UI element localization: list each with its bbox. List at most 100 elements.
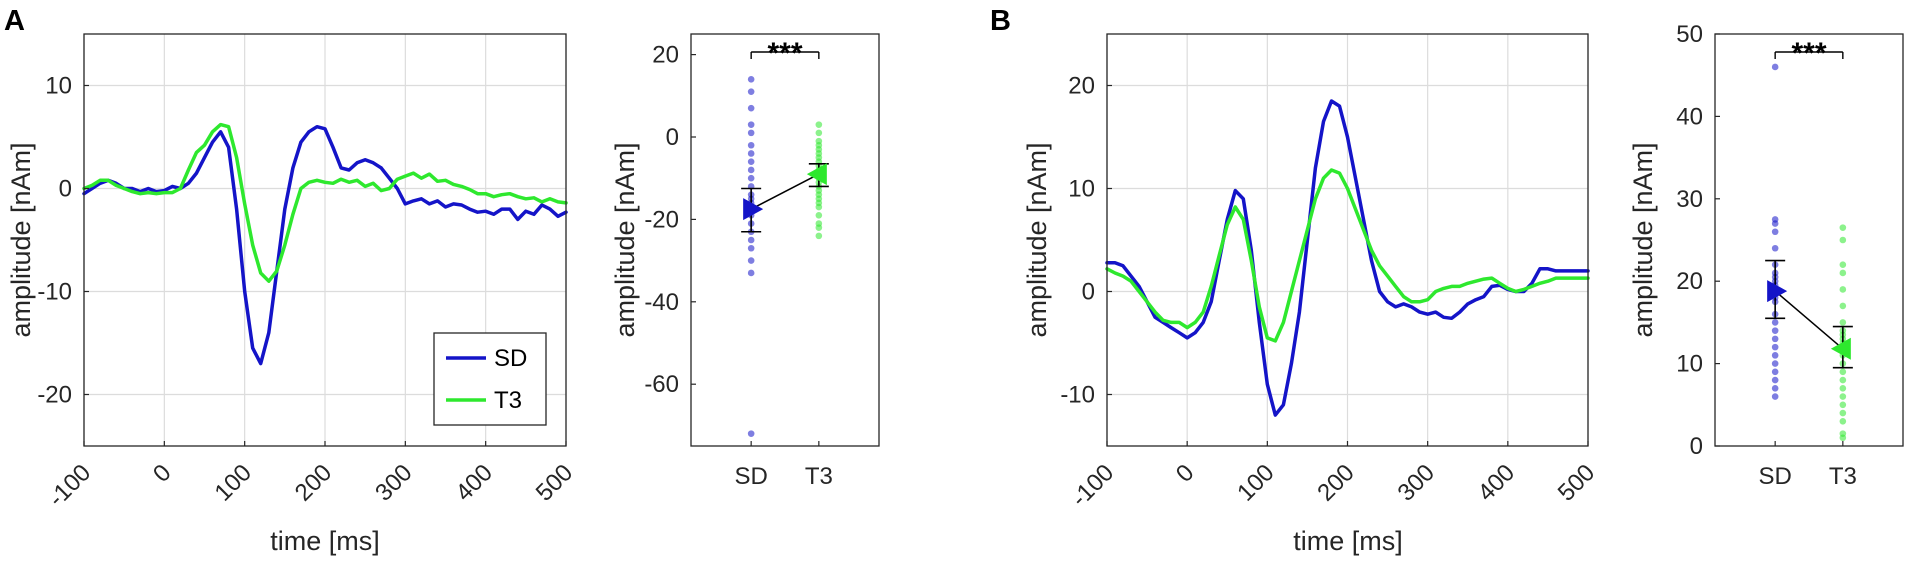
panel-a-summary-ticks: -60 -40 -20 0 20 SD T3 [644, 42, 833, 490]
panel-b-xtick-label: 500 [1553, 459, 1600, 506]
panel-b-summary-point-sd [1771, 327, 1779, 334]
panel-a-summary-xtick-label: T3 [805, 463, 833, 490]
panel-b-summary-point-sd [1771, 376, 1779, 384]
panel-b-summary-point-t3 [1839, 368, 1847, 376]
panel-a-summary-point-t3 [815, 121, 823, 128]
panel-a-summary-point-sd [747, 269, 755, 277]
panel-b-summary-significance-label: *** [1791, 37, 1826, 70]
panel-a-summary-ytick-label: 20 [652, 42, 679, 69]
panel-a-summary-mean-connector [750, 173, 820, 210]
panel-a-summary-point-sd [747, 166, 755, 174]
panel-b-summary-point-sd [1771, 393, 1779, 400]
panel-b-summary-mean-t3-marker [1830, 337, 1851, 360]
panel-b-ytick-label: 20 [1068, 73, 1095, 100]
panel-b-y-label: amplitude [nAm] [1022, 142, 1052, 337]
panel-b-xtick-label: 100 [1232, 459, 1279, 506]
panel-b-summary-point-t3 [1839, 376, 1847, 384]
panel-a-xtick-label: 0 [148, 459, 177, 488]
panel-a-summary-frame [690, 33, 880, 447]
panel-b-summary-ytick-label: 40 [1676, 103, 1703, 130]
panel-a-summary-ytick-label: -40 [644, 289, 679, 316]
panel-a-series [82, 122, 568, 366]
panel-a-ytick-label: 0 [59, 176, 72, 203]
panel-a-legend: SD T3 [433, 332, 547, 426]
panel-b-summary-points: *** [1765, 37, 1853, 442]
panel-a-summary-point-sd [747, 150, 755, 157]
panel-a-summary-point-sd [747, 141, 755, 149]
panel-b-summary-frame [1714, 33, 1904, 447]
panel-a-ytick-label: -20 [37, 382, 72, 409]
panel-b-summary-point-t3 [1839, 269, 1847, 277]
panel-b-xtick-label: -100 [1066, 459, 1119, 512]
panel-a-xtick-label: 100 [210, 459, 257, 506]
panel-b-summary-point-sd [1771, 335, 1779, 343]
panel-a-xtick-label: 300 [370, 459, 417, 506]
panel-b-grid [1106, 34, 1589, 446]
panel-b-xtick-label: 400 [1473, 459, 1520, 506]
panel-a-summary-point-sd [747, 129, 755, 137]
panel-b-summary-ytick-label: 50 [1676, 21, 1703, 48]
panel-b-summary-point-sd [1771, 63, 1779, 71]
panel-a-summary-point-t3 [815, 232, 823, 240]
panel-a-summary-point-sd [747, 88, 755, 95]
panel-b-summary-point-t3 [1839, 393, 1847, 400]
panel-a-summary-point-t3 [815, 211, 823, 219]
panel-a-x-label: time [ms] [270, 526, 380, 556]
panel-a-summary-point-sd [747, 76, 755, 83]
panel-b-summary-point-sd [1771, 319, 1779, 326]
panel-a-summary-point-sd [747, 236, 755, 244]
panel-b-summary-point-t3 [1839, 417, 1847, 425]
panel-a-summary-points: *** [741, 37, 829, 437]
panel-b-summary-mean-sd-marker [1767, 280, 1788, 303]
panel-b-ytick-label: -10 [1060, 382, 1095, 409]
panel-a-summary-ytick-label: -60 [644, 371, 679, 398]
panel-a-summary-ytick-label: 0 [666, 124, 679, 151]
panel-b-summary-point-sd [1771, 220, 1779, 227]
panel-b-summary-point-sd [1771, 385, 1779, 392]
panel-b-summary-point-t3 [1839, 236, 1847, 244]
panel-a-summary-point-sd [747, 121, 755, 128]
panel-a-summary-point-sd [747, 174, 755, 182]
panel-b-summary-point-sd [1771, 352, 1779, 359]
panel-b-summary-ytick-label: 0 [1690, 433, 1703, 460]
panel-a-summary-point-t3 [815, 129, 823, 137]
panel-b-series [1105, 99, 1590, 417]
panel-b-summary-point-t3 [1839, 302, 1847, 310]
panel-b-series-t3 [1105, 168, 1590, 343]
panel-a-xtick-label: -100 [43, 459, 96, 512]
panel-a-ytick-label: 10 [45, 73, 72, 100]
panel-a-y-label: amplitude [nAm] [6, 142, 36, 337]
panel-b-summary-mean-connector [1774, 290, 1844, 350]
panel-b-summary-point-t3 [1839, 409, 1847, 417]
panel-a-summary-ytick-label: -20 [644, 206, 679, 233]
panel-b-summary-y-label: amplitude [nAm] [1628, 142, 1658, 337]
panel-b-label: B [990, 5, 1011, 37]
panel-a-summary-point-t3 [815, 224, 823, 231]
panel-a-xtick-label: 400 [451, 459, 498, 506]
panel-a-summary-significance-label: *** [767, 37, 802, 70]
panel-b-summary-point-sd [1771, 244, 1779, 252]
panel-b-xtick-label: 0 [1171, 459, 1200, 488]
panel-a-summary-xtick-label: SD [734, 463, 767, 490]
panel-a-summary-point-sd [747, 158, 755, 166]
panel-a-summary-point-t3 [815, 203, 823, 211]
panel-b-summary-point-t3 [1839, 319, 1847, 326]
panel-b-summary-xtick-label: T3 [1829, 463, 1857, 490]
legend-t3-label: T3 [494, 387, 522, 414]
panel-a-xtick-label: 200 [290, 459, 337, 506]
panel-b-xtick-label: 200 [1312, 459, 1359, 506]
panel-a-summary-mean-sd-marker [743, 198, 764, 221]
panel-a-summary: *** -60 -40 -20 0 20 SD T3 amplitude [nAm] [610, 33, 880, 490]
panel-b-summary-point-sd [1771, 360, 1779, 367]
panel-b-summary-xtick-label: SD [1758, 463, 1791, 490]
panel-b-summary-ytick-label: 30 [1676, 186, 1703, 213]
panel-a-summary-point-sd [747, 104, 755, 112]
panel-b-summary-ticks: 0 10 20 30 40 50 SD T3 [1676, 21, 1857, 490]
panel-a-label: A [4, 5, 25, 37]
panel-b-summary-point-t3 [1839, 224, 1847, 231]
panel-b-summary-point-sd [1771, 228, 1779, 236]
panel-a-summary-mean-t3-marker [806, 163, 827, 186]
panel-a-ytick-label: -10 [37, 279, 72, 306]
